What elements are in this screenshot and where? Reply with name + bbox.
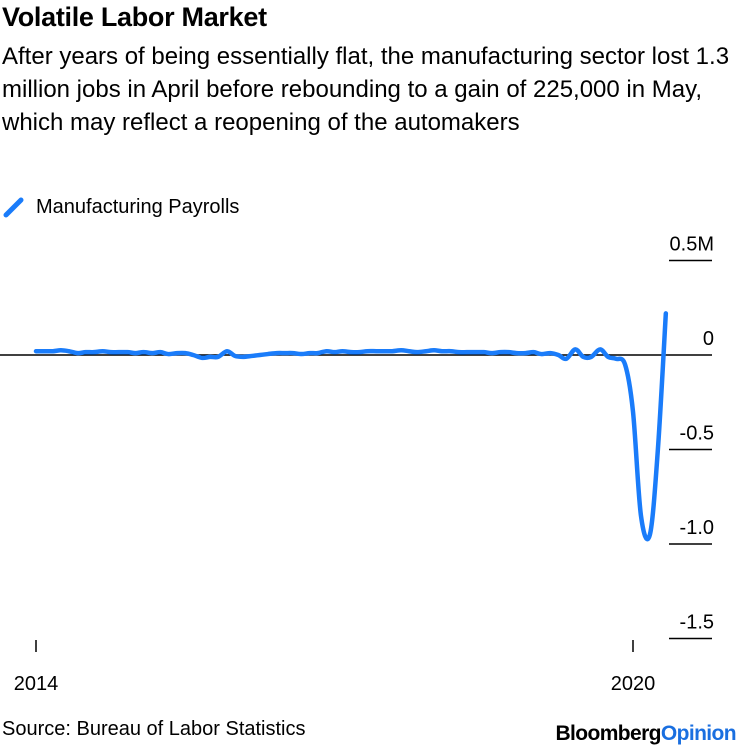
- legend: Manufacturing Payrolls: [2, 193, 239, 221]
- legend-line-swatch-icon: [3, 197, 24, 218]
- brand-name: Bloomberg: [555, 722, 661, 745]
- chart-title: Volatile Labor Market: [2, 2, 267, 32]
- y-tick-label: 0.5M: [670, 234, 714, 256]
- brand-logo: BloombergOpinion: [555, 722, 736, 746]
- y-tick-label: -0.5: [680, 423, 714, 445]
- chart-subtitle: After years of being essentially flat, t…: [2, 43, 730, 136]
- y-tick-label: 0: [703, 328, 714, 350]
- series-line-manufacturing-payrolls: [33, 311, 669, 542]
- x-tick-label: 2014: [14, 673, 59, 695]
- brand-accent: Opinion: [660, 722, 737, 745]
- y-tick-label: -1.0: [680, 517, 714, 539]
- source-note: Source: Bureau of Labor Statistics: [2, 718, 306, 740]
- legend-label: Manufacturing Payrolls: [36, 195, 240, 218]
- x-tick-label: 2020: [611, 673, 656, 695]
- y-tick-label: -1.5: [680, 612, 714, 634]
